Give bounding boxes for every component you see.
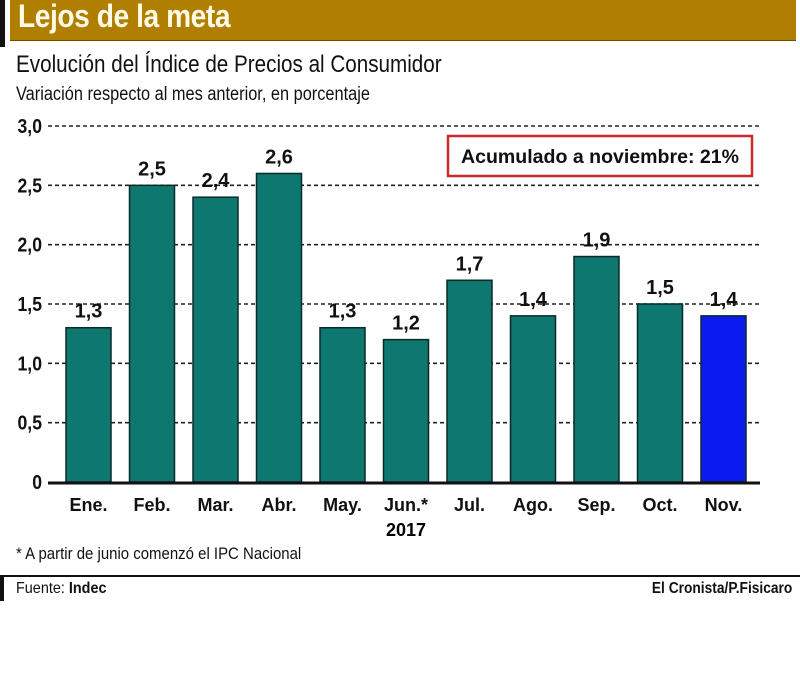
x-axis-labels: Ene. Feb. Mar. Abr. May. Jun.* Jul. Ago. Sep. Oct… [69,495,742,515]
header-title: Lejos de la meta [18,0,231,34]
annotation-text: Acumulado a noviembre: 21% [461,147,739,168]
bar-sep [573,255,620,483]
bar-mar [192,196,239,483]
value-labels: 1,3 2,5 2,4 2,6 1,3 1,2 1,7 1,4 1,9 1,5 1,4 [75,146,739,334]
x-tick-label: Jul. [454,495,485,515]
x-tick-label: Oct. [642,495,677,515]
x-tick-label: Sep. [577,495,615,515]
x-tick-label: Ene. [69,495,107,515]
x-tick-label: Ago. [513,495,553,515]
header-band [10,0,796,41]
bar-jun [382,338,430,483]
bar-ene [65,326,112,483]
value-label: 1,3 [329,301,357,323]
source-label: Fuente: [16,580,65,597]
x-tick-label: Jun.* [384,495,428,515]
bar-ago [509,315,557,483]
bar-feb [128,184,176,483]
bars [65,172,747,483]
y-tick-label: 2,5 [18,174,42,196]
footer-divider [0,575,800,577]
annotation-border [446,134,754,178]
x-tick-label: May. [323,495,362,515]
y-tick-label: 3,0 [18,115,42,137]
value-label: 1,7 [456,253,484,275]
bar-oct [636,303,684,483]
x-tick-label: Abr. [261,495,296,515]
x-tick-label: Nov. [705,495,743,515]
value-label: 1,9 [583,230,611,252]
footer-left-rule [0,575,4,601]
bar-may [319,326,366,483]
y-axis-ticks: 0 0,5 1,0 1,5 2,0 2,5 3,0 [18,115,42,493]
credit: El Cronista/P.Fisicaro [651,580,792,597]
value-label: 1,4 [710,289,739,311]
bar-jul [446,279,493,483]
footnote: * A partir de junio comenzó el IPC Nacio… [16,544,302,563]
chart-subtitle: Variación respecto al mes anterior, en p… [16,84,370,105]
bar-nov [700,315,747,483]
source-value: Indec [68,580,107,597]
x-tick-label: Feb. [133,495,170,515]
annotation-box: Acumulado a noviembre: 21% [446,134,754,178]
value-label: 1,2 [392,313,420,335]
value-label: 1,4 [519,289,548,311]
y-tick-label: 1,0 [18,352,42,374]
value-label: 2,5 [138,158,166,180]
header-left-rule [0,0,5,47]
x-tick-label: Mar. [197,495,233,515]
value-label: 1,5 [646,277,674,299]
y-tick-label: 2,0 [18,234,42,256]
value-label: 2,6 [265,146,293,168]
source-line: Fuente: Indec [16,580,106,598]
chart-title: Evolución del Índice de Precios al Consu… [16,51,442,78]
x-axis-year-label: 2017 [386,520,426,540]
y-tick-label: 1,5 [18,293,42,315]
value-label: 2,4 [202,170,231,192]
y-tick-label: 0 [32,471,42,493]
bar-abr [255,172,303,483]
value-label: 1,3 [75,301,103,323]
y-tick-label: 0,5 [18,412,42,434]
